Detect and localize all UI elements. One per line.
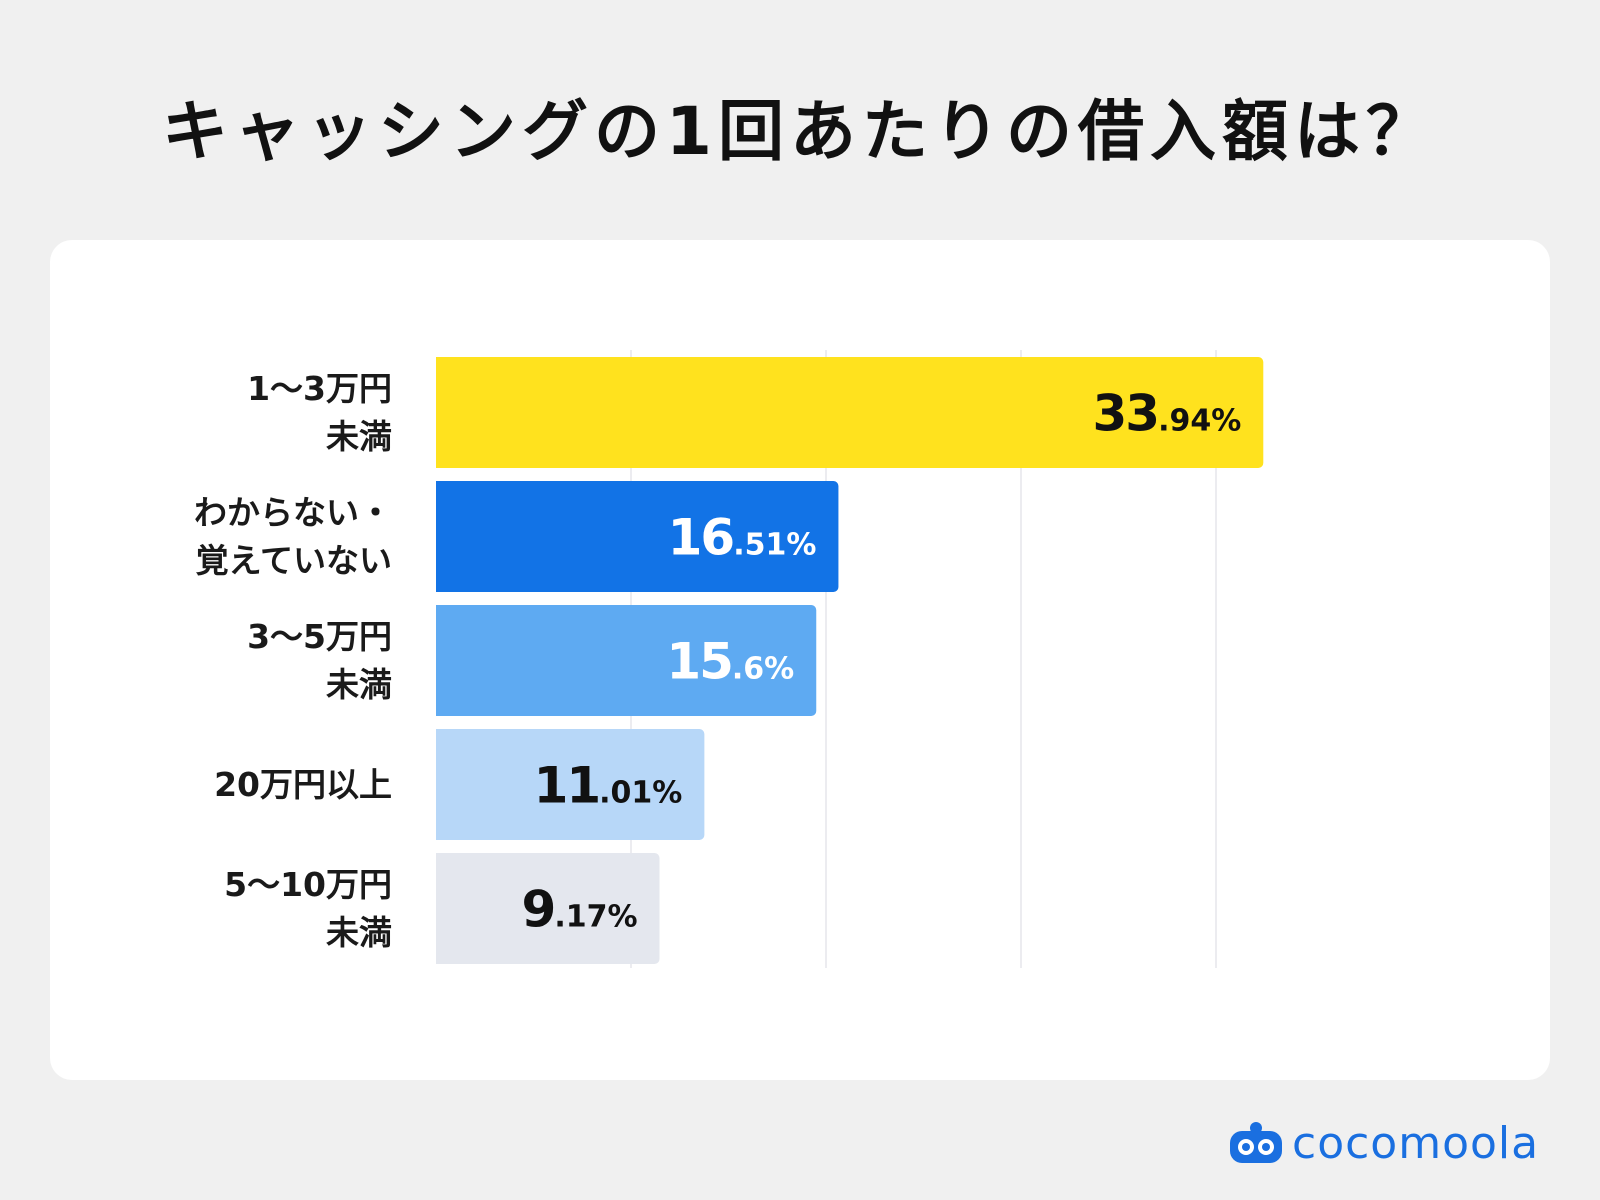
data-label: 15.6%	[666, 633, 794, 691]
cocomoola-logo-icon	[1230, 1122, 1282, 1163]
bar	[436, 605, 817, 716]
bar-edge	[436, 481, 444, 592]
category-label: 20万円以上	[214, 764, 392, 804]
bar	[436, 853, 660, 964]
bar	[436, 481, 839, 592]
brand-logo: cocomoola	[1228, 1117, 1540, 1169]
brand-name: cocomoola	[1292, 1117, 1540, 1169]
bar	[436, 357, 1264, 468]
data-label: 16.51%	[668, 509, 817, 567]
bar-edge	[436, 729, 444, 840]
data-label: 11.01%	[534, 757, 683, 815]
category-label: 1〜3万円 未満	[247, 368, 392, 456]
bar-edge	[436, 605, 444, 716]
category-label: 3〜5万円 未満	[247, 616, 392, 704]
bar-edge	[436, 357, 444, 468]
chart-title: キャッシングの1回あたりの借入額は？	[162, 93, 1438, 170]
bar-edge	[436, 853, 444, 964]
data-label: 9.17%	[522, 881, 638, 939]
category-label: わからない・ 覚えていない	[194, 492, 392, 580]
category-label: 5〜10万円 未満	[224, 864, 392, 952]
bar	[436, 729, 705, 840]
data-label: 33.94%	[1092, 385, 1241, 443]
